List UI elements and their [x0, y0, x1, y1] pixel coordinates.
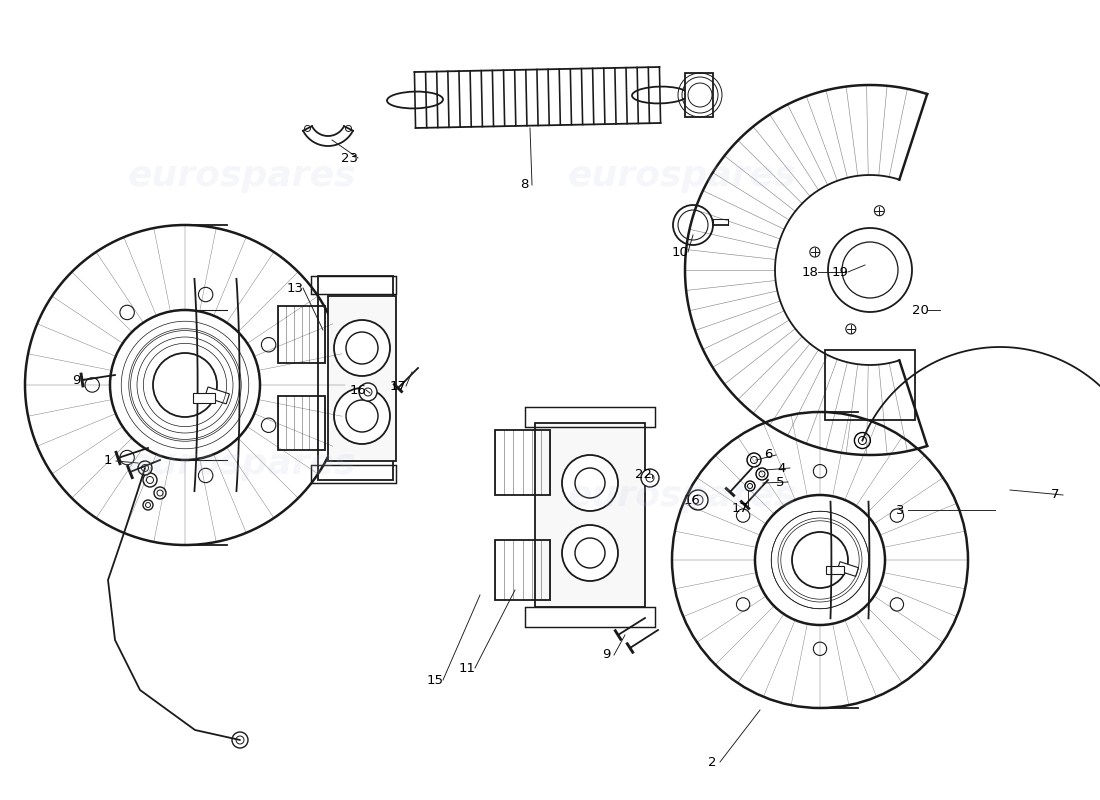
Bar	[192, 393, 215, 403]
Text: 22: 22	[636, 469, 652, 482]
Circle shape	[828, 228, 912, 312]
Text: 23: 23	[341, 151, 359, 165]
Bar	[311, 465, 396, 483]
Bar	[535, 423, 645, 607]
Circle shape	[855, 433, 870, 449]
Circle shape	[890, 509, 903, 522]
Circle shape	[813, 642, 827, 655]
Circle shape	[262, 418, 276, 433]
Circle shape	[846, 324, 856, 334]
Text: 4: 4	[778, 462, 786, 474]
Text: 16: 16	[683, 494, 701, 506]
Bar	[825, 350, 915, 420]
Circle shape	[198, 287, 212, 302]
Circle shape	[334, 320, 390, 376]
Text: 18: 18	[802, 266, 818, 278]
Bar	[311, 276, 396, 294]
Text: 3: 3	[895, 503, 904, 517]
Text: 19: 19	[832, 266, 848, 278]
Bar	[837, 562, 858, 576]
Circle shape	[756, 468, 768, 480]
Circle shape	[85, 378, 99, 392]
Text: 5: 5	[776, 475, 784, 489]
Bar	[826, 566, 844, 574]
Circle shape	[813, 465, 827, 478]
Circle shape	[138, 461, 152, 475]
Text: 6: 6	[763, 449, 772, 462]
Circle shape	[562, 455, 618, 511]
Circle shape	[120, 306, 134, 320]
Circle shape	[745, 481, 755, 491]
Bar	[205, 387, 230, 404]
Text: 2: 2	[707, 755, 716, 769]
Text: eurospares: eurospares	[568, 159, 796, 193]
Circle shape	[154, 487, 166, 499]
Text: 7: 7	[1050, 489, 1059, 502]
Circle shape	[747, 453, 761, 467]
Circle shape	[562, 525, 618, 581]
Text: 11: 11	[459, 662, 475, 674]
Ellipse shape	[632, 86, 688, 103]
Text: 17: 17	[389, 379, 407, 393]
Bar	[685, 73, 713, 117]
Text: 20: 20	[912, 303, 928, 317]
Text: 10: 10	[672, 246, 689, 258]
Text: eurospares: eurospares	[128, 159, 356, 193]
Circle shape	[874, 206, 884, 216]
Text: 13: 13	[286, 282, 304, 294]
Circle shape	[810, 247, 820, 257]
Circle shape	[736, 509, 750, 522]
Text: eurospares: eurospares	[128, 447, 356, 481]
Ellipse shape	[387, 91, 443, 109]
Text: 8: 8	[520, 178, 528, 191]
Circle shape	[198, 468, 212, 482]
Circle shape	[143, 500, 153, 510]
Circle shape	[120, 450, 134, 465]
Circle shape	[232, 732, 248, 748]
Text: 1: 1	[103, 454, 112, 467]
Circle shape	[890, 598, 903, 611]
Circle shape	[688, 490, 708, 510]
Text: 9: 9	[72, 374, 80, 386]
Text: eurospares: eurospares	[568, 479, 796, 513]
Circle shape	[262, 338, 276, 352]
Text: 9: 9	[602, 649, 610, 662]
Bar	[328, 296, 396, 461]
Text: 16: 16	[350, 383, 366, 397]
Text: 15: 15	[427, 674, 443, 686]
Text: 17: 17	[732, 502, 748, 514]
Circle shape	[334, 388, 390, 444]
Bar	[525, 607, 654, 627]
Circle shape	[641, 469, 659, 487]
Bar	[525, 407, 654, 427]
Circle shape	[736, 598, 750, 611]
Circle shape	[359, 383, 377, 401]
Circle shape	[143, 473, 157, 487]
